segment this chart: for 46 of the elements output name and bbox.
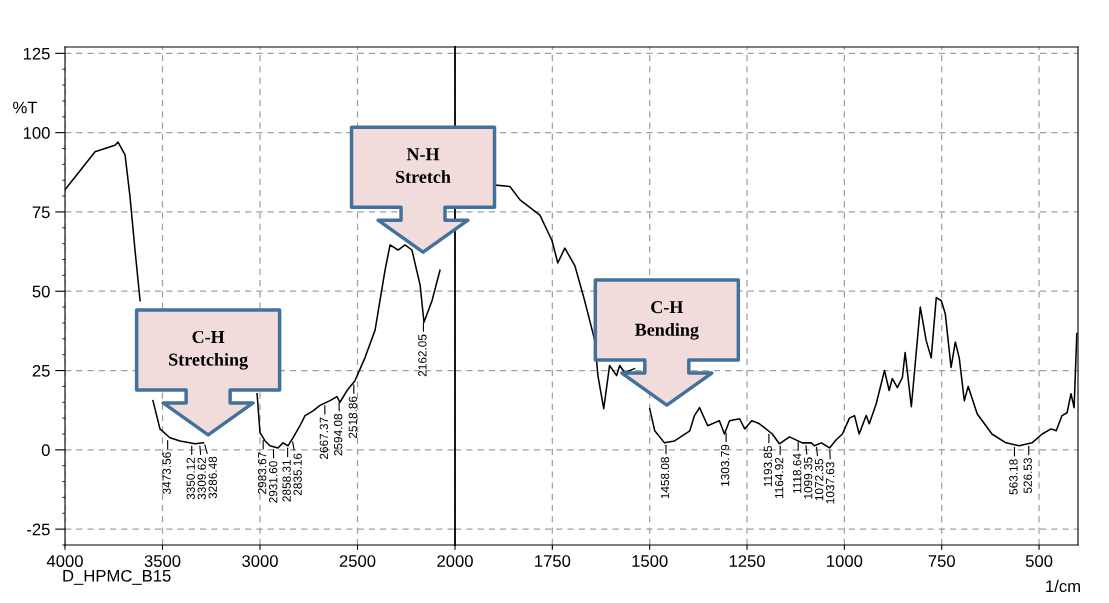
annotation: 1072.35 <box>814 458 824 501</box>
annotation: 2835.16 <box>293 453 302 496</box>
x-tick-label: 2000 <box>437 555 473 567</box>
y-axis-title: %T <box>13 101 38 114</box>
y-tick-label: 100 <box>23 127 50 139</box>
annotation: 563.18 <box>1009 459 1018 495</box>
annotation: 1164.92 <box>774 457 784 499</box>
x-tick-label: 1500 <box>632 555 668 567</box>
y-tick-label: 50 <box>32 285 50 298</box>
x-tick-label: 4000 <box>46 555 83 567</box>
x-tick-label: 500 <box>1025 555 1053 567</box>
x-tick-label: 2500 <box>339 555 376 567</box>
text: D_HPMC_B15 <box>63 569 171 585</box>
annotation: 2518.86 <box>348 396 357 439</box>
annotation: 2594.08 <box>333 413 343 456</box>
annotation: C-H Bending <box>635 301 699 340</box>
annotation: 2931.60 <box>268 461 278 503</box>
annotation: 3309.62 <box>197 457 206 500</box>
x-tick-label: 3000 <box>242 555 278 567</box>
annotation: 3350.12 <box>186 457 195 500</box>
annotation: 1118.64 <box>792 453 802 494</box>
annotation: 3286.48 <box>208 456 217 499</box>
annotation: 1193.85 <box>763 445 773 487</box>
annotation: N-H Stretch <box>396 148 451 184</box>
annotation: 1458.08 <box>660 457 670 499</box>
x-tick-label: 1250 <box>729 555 765 567</box>
y-tick-label: 75 <box>32 206 50 219</box>
x-tick-label: 1750 <box>535 555 571 567</box>
annotation: 1037.63 <box>825 462 835 504</box>
x-tick-label: 3500 <box>144 555 181 567</box>
annotation: 3473.56 <box>162 452 171 495</box>
x-tick-label: 1000 <box>827 555 863 567</box>
annotation: 2667.37 <box>319 417 329 459</box>
annotation: 526.53 <box>1023 458 1032 494</box>
annotation: 2858.31 <box>282 459 291 502</box>
annotation: 2162.05 <box>418 334 427 377</box>
y-tick-label: -25 <box>27 523 50 536</box>
annotation: 1303.79 <box>720 444 730 486</box>
x-axis-title: 1/cm <box>1046 579 1080 593</box>
y-tick-label: 25 <box>32 364 50 377</box>
annotation: C-H Stretching <box>169 330 248 370</box>
y-tick-label: 125 <box>23 47 50 60</box>
x-tick-label: 750 <box>928 555 955 567</box>
annotation: 2983.67 <box>257 452 267 494</box>
y-tick-label: 0 <box>41 444 50 457</box>
annotation: 1099.35 <box>803 457 813 499</box>
